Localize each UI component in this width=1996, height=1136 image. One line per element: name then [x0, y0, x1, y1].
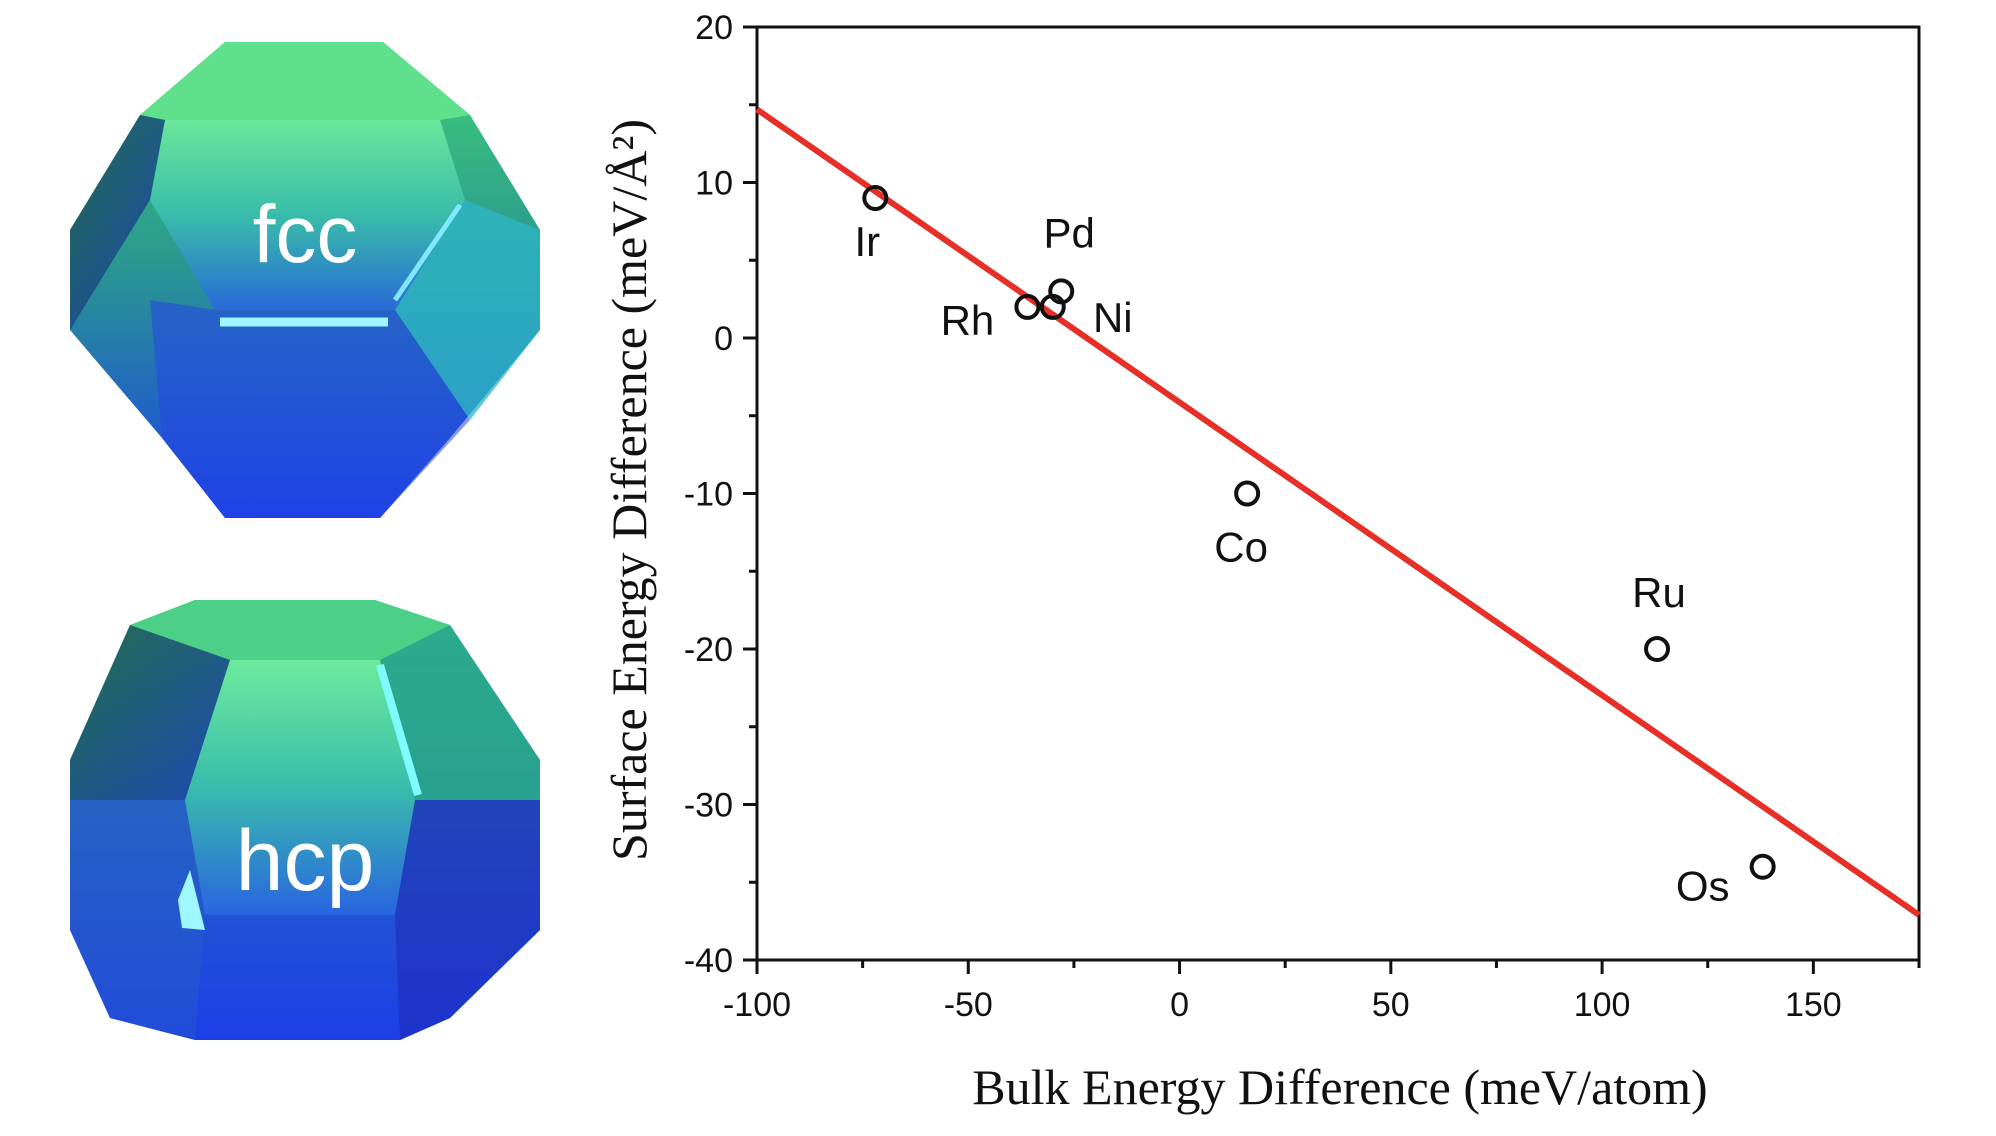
point-label-os: Os — [1676, 863, 1730, 910]
marker-os — [1749, 853, 1776, 880]
hcp-label: hcp — [236, 813, 375, 909]
y-axis-title: Surface Energy Difference (meV/Å²) — [601, 119, 657, 861]
marker-co — [1234, 480, 1261, 507]
y-tick-label: 10 — [695, 165, 733, 203]
x-tick-label: 0 — [1170, 986, 1189, 1024]
plot-frame — [755, 25, 1921, 962]
x-tick-label: -100 — [723, 986, 791, 1024]
marker-ni — [1039, 293, 1066, 320]
point-label-ru: Ru — [1632, 569, 1686, 616]
y-tick-label: -20 — [684, 631, 733, 669]
marker-rh — [1014, 293, 1041, 320]
marker-ru — [1644, 636, 1671, 662]
x-tick-label: 50 — [1372, 986, 1410, 1024]
data-markers — [862, 185, 1776, 880]
axis-ticks — [743, 25, 1921, 974]
fit-line — [755, 106, 1921, 918]
y-tick-label: -40 — [684, 942, 733, 980]
hcp-polyhedron-image: hcp — [70, 600, 540, 1040]
x-tick-label: 150 — [1785, 986, 1842, 1024]
y-tick-label: -10 — [684, 476, 733, 514]
point-label-pd: Pd — [1044, 209, 1095, 256]
point-label-ni: Ni — [1093, 294, 1133, 341]
y-tick-label: 20 — [695, 9, 733, 47]
x-tick-label: 100 — [1574, 986, 1631, 1024]
marker-ir — [862, 185, 889, 212]
y-tick-label: -30 — [684, 787, 733, 825]
fcc-polyhedron-image: fcc — [70, 42, 540, 518]
x-axis-title: Bulk Energy Difference (meV/atom) — [972, 1059, 1707, 1115]
point-label-ir: Ir — [854, 218, 880, 265]
fcc-label: fcc — [253, 189, 358, 280]
point-labels: Ir Pd Ni Rh Co Ru Os — [854, 209, 1729, 909]
point-label-co: Co — [1214, 524, 1268, 571]
x-tick-label: -50 — [944, 986, 993, 1024]
y-tick-label: 0 — [714, 320, 733, 358]
point-label-rh: Rh — [941, 297, 995, 344]
